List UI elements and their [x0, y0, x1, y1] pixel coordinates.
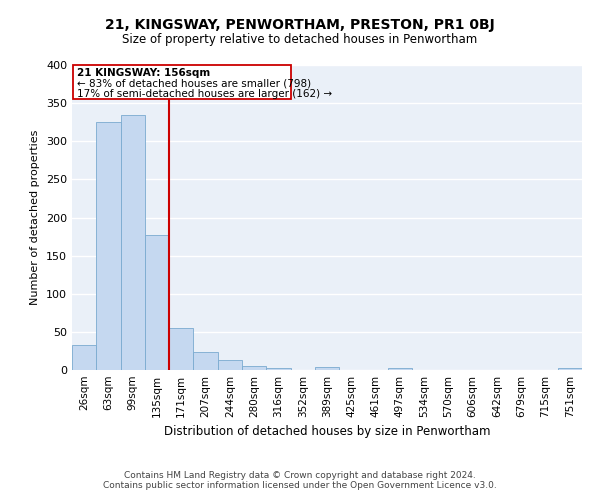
Bar [96, 122, 121, 370]
Bar [218, 360, 242, 370]
Bar [266, 368, 290, 370]
Bar [315, 367, 339, 370]
Bar [145, 235, 169, 370]
Y-axis label: Number of detached properties: Number of detached properties [31, 130, 40, 305]
Bar [169, 328, 193, 370]
Text: 21, KINGSWAY, PENWORTHAM, PRESTON, PR1 0BJ: 21, KINGSWAY, PENWORTHAM, PRESTON, PR1 0… [105, 18, 495, 32]
Text: 21 KINGSWAY: 156sqm: 21 KINGSWAY: 156sqm [77, 68, 210, 78]
Text: Size of property relative to detached houses in Penwortham: Size of property relative to detached ho… [122, 32, 478, 46]
Bar [558, 368, 582, 370]
X-axis label: Distribution of detached houses by size in Penwortham: Distribution of detached houses by size … [164, 426, 490, 438]
Bar [121, 114, 145, 370]
Bar [242, 366, 266, 370]
FancyBboxPatch shape [73, 65, 290, 98]
Bar [193, 352, 218, 370]
Bar [388, 368, 412, 370]
Text: ← 83% of detached houses are smaller (798): ← 83% of detached houses are smaller (79… [77, 78, 311, 88]
Text: Contains HM Land Registry data © Crown copyright and database right 2024.
Contai: Contains HM Land Registry data © Crown c… [103, 470, 497, 490]
Text: 17% of semi-detached houses are larger (162) →: 17% of semi-detached houses are larger (… [77, 88, 332, 99]
Bar [72, 345, 96, 370]
